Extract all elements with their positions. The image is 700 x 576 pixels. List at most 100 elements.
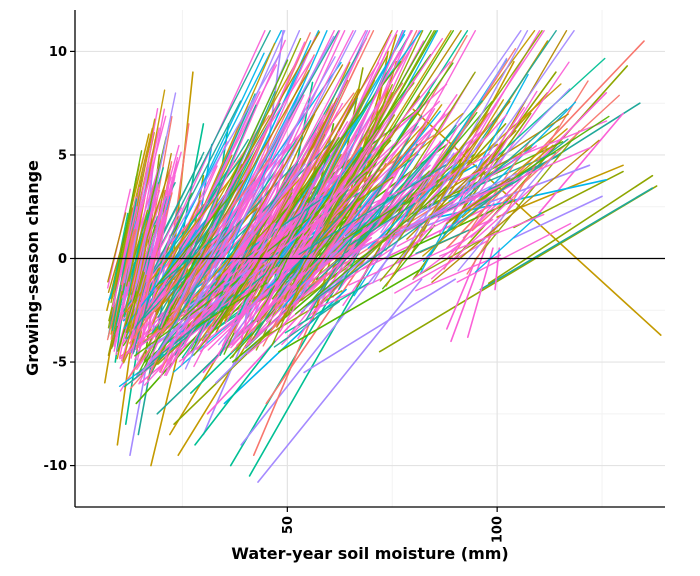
series-line [194,340,276,446]
series-line [136,144,180,298]
series-line [224,88,359,322]
series-line [412,218,494,280]
series-line [138,234,171,355]
series-line [278,202,359,333]
y-tick-label: 5 [58,148,67,163]
series-line [412,153,490,198]
series-line [300,125,419,253]
series-line [469,146,532,182]
series-line [305,115,423,321]
series-line [180,268,230,332]
series-line [224,167,303,275]
series-line [513,195,603,239]
series-line [302,30,462,273]
series-line [271,84,394,346]
series-line [126,210,223,340]
series-line [289,134,358,241]
y-tick-label: 10 [49,45,67,60]
series-line [217,249,300,346]
series-line [251,111,339,282]
series-line [134,92,177,288]
series-line [155,158,272,327]
series-line [468,57,606,183]
series-line [415,229,470,255]
series-line [128,157,271,344]
series-line [367,163,458,249]
series-line [255,290,343,343]
series-line [282,110,441,308]
axes [70,10,665,512]
series-line [197,222,296,324]
series-line [538,112,624,214]
series-line [283,30,435,300]
series-line [403,100,493,205]
series-line [280,179,341,257]
series-line [257,278,423,483]
series-line [397,30,543,241]
series-line [227,149,385,348]
series-line [123,266,275,388]
series-line [342,206,397,241]
x-tick-label: 100 [491,516,506,543]
tick-labels: -10 -5 0 5 10 50 100 [44,45,506,543]
series-line [204,30,328,307]
series-line [158,249,220,350]
series-line [385,99,505,287]
series-line [139,163,306,375]
series-line [445,40,645,249]
series-line [466,80,589,275]
series-line [140,59,289,375]
series-line [223,169,346,292]
series-line [217,241,268,312]
series-line [445,177,510,225]
series-line [231,100,386,358]
series-line [471,94,620,232]
series-line [463,108,568,200]
series-line [147,42,276,336]
series-line [464,146,592,202]
series-line [446,202,495,260]
series-line [285,37,444,271]
series-line [439,213,545,257]
series-line [438,106,525,234]
series-line [111,206,138,308]
series-line [273,300,341,348]
series-line [123,219,207,330]
series-line [479,187,654,291]
series-line [430,181,539,280]
series-line [298,164,447,256]
series-line [487,174,654,285]
series-line [308,94,458,310]
series-line [273,186,366,292]
series-line [196,282,268,328]
series-line [443,139,531,270]
series-line [474,130,580,261]
y-tick-label: -10 [44,459,68,474]
series-line [111,198,138,331]
series-line [394,172,517,235]
y-tick-label: 0 [58,252,67,267]
y-axis-title: Growing-season change [23,160,42,376]
series-line [457,153,556,272]
series-line [155,31,321,315]
series-line [466,247,494,338]
x-axis-title: Water-year soil moisture (mm) [231,544,509,563]
series-line [494,247,501,291]
series-line [387,184,504,241]
series-line [156,56,314,302]
series-line [205,209,258,298]
series-line [474,212,542,273]
series-line [253,133,338,270]
series-line [396,184,514,248]
series-line [125,272,145,334]
series-line [372,57,508,284]
series-line [415,254,502,292]
series-line [466,88,571,195]
series-line [122,274,147,363]
series-line [136,294,235,375]
series-line [293,168,392,304]
series-line [214,64,344,286]
series-line [125,209,149,287]
series-line [256,55,388,298]
